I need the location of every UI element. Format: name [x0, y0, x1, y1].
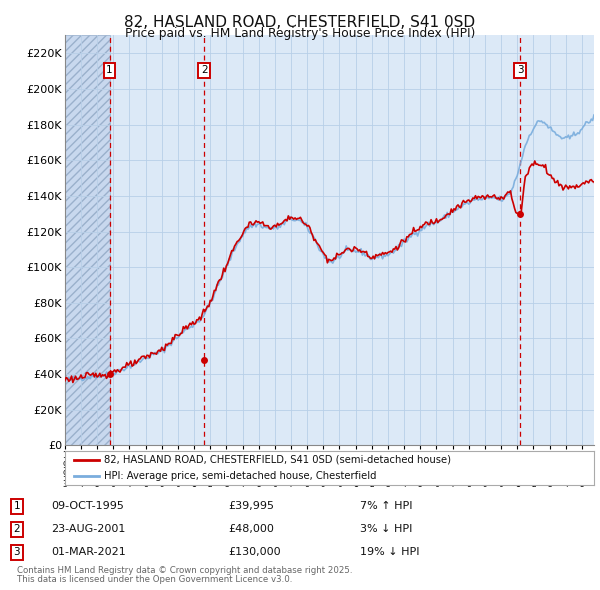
- Text: 3: 3: [517, 65, 523, 76]
- Text: Price paid vs. HM Land Registry's House Price Index (HPI): Price paid vs. HM Land Registry's House …: [125, 27, 475, 40]
- Text: 82, HASLAND ROAD, CHESTERFIELD, S41 0SD (semi-detached house): 82, HASLAND ROAD, CHESTERFIELD, S41 0SD …: [104, 455, 451, 465]
- Text: £39,995: £39,995: [228, 502, 274, 511]
- Text: 1: 1: [106, 65, 113, 76]
- Text: Contains HM Land Registry data © Crown copyright and database right 2025.: Contains HM Land Registry data © Crown c…: [17, 566, 352, 575]
- Bar: [65, 35, 110, 445]
- Text: 01-MAR-2021: 01-MAR-2021: [51, 548, 126, 557]
- Text: This data is licensed under the Open Government Licence v3.0.: This data is licensed under the Open Gov…: [17, 575, 292, 584]
- Text: 2: 2: [13, 525, 20, 534]
- Text: 19% ↓ HPI: 19% ↓ HPI: [360, 548, 419, 557]
- Text: 3% ↓ HPI: 3% ↓ HPI: [360, 525, 412, 534]
- Text: 2: 2: [201, 65, 208, 76]
- Text: 09-OCT-1995: 09-OCT-1995: [51, 502, 124, 511]
- Text: £48,000: £48,000: [228, 525, 274, 534]
- Text: 23-AUG-2001: 23-AUG-2001: [51, 525, 125, 534]
- Text: 1: 1: [13, 502, 20, 511]
- Text: 82, HASLAND ROAD, CHESTERFIELD, S41 0SD: 82, HASLAND ROAD, CHESTERFIELD, S41 0SD: [124, 15, 476, 30]
- Text: 7% ↑ HPI: 7% ↑ HPI: [360, 502, 413, 511]
- Text: HPI: Average price, semi-detached house, Chesterfield: HPI: Average price, semi-detached house,…: [104, 471, 377, 481]
- Text: 3: 3: [13, 548, 20, 557]
- Text: £130,000: £130,000: [228, 548, 281, 557]
